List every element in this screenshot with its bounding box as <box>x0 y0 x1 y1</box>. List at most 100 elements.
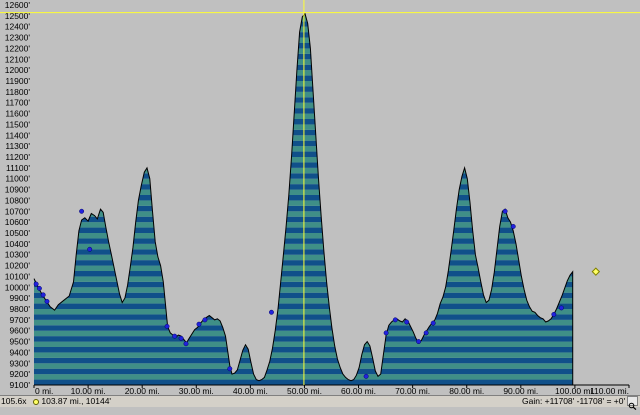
waypoint-marker[interactable] <box>392 317 398 323</box>
y-tick-label: 12200' <box>5 43 31 53</box>
waypoint-marker[interactable] <box>404 319 410 325</box>
waypoint-marker[interactable] <box>363 373 369 379</box>
profile-band <box>34 189 573 195</box>
profile-band <box>34 59 573 65</box>
profile-band <box>34 298 573 304</box>
profile-band <box>34 233 573 239</box>
elevation-profile-window[interactable]: 9100' 9200' 9300' 9400' 9500' 9600' 9700' 9800'… <box>0 0 640 395</box>
x-tick-label: 50.00 mi. <box>287 386 322 395</box>
y-tick-label: 11200' <box>5 152 30 162</box>
profile-band <box>34 21 573 27</box>
waypoint-marker[interactable] <box>510 224 516 229</box>
y-tick-label: 9200' <box>9 369 30 379</box>
profile-band <box>34 167 573 174</box>
profile-band <box>34 102 573 109</box>
y-tick-label: 10000' <box>5 282 31 292</box>
profile-band <box>34 352 573 358</box>
profile-band <box>34 151 573 157</box>
profile-band <box>34 281 573 288</box>
profile-band <box>34 357 573 364</box>
profile-band <box>34 374 573 380</box>
waypoint-marker[interactable] <box>178 335 184 341</box>
waypoint-marker[interactable] <box>551 311 557 317</box>
profile-band <box>34 64 573 71</box>
waypoint-marker[interactable] <box>196 321 202 327</box>
waypoint-marker[interactable] <box>430 320 436 326</box>
profile-band <box>34 97 573 103</box>
waypoint-marker[interactable] <box>79 208 85 214</box>
magnify-icon[interactable] <box>627 396 638 411</box>
y-tick-label: 11800' <box>5 87 30 97</box>
waypoint-marker[interactable] <box>87 246 93 252</box>
y-tick-label: 11000' <box>5 174 30 184</box>
profile-band <box>34 48 573 54</box>
profile-outline <box>33 12 574 386</box>
y-tick-label: 9300' <box>9 358 30 368</box>
x-tick-label: 80.00 mi. <box>449 386 484 395</box>
profile-band <box>34 124 573 130</box>
waypoint-marker[interactable] <box>164 323 170 329</box>
x-tick-label: 60.00 mi. <box>341 386 376 395</box>
cursor-marker-icon <box>33 398 39 405</box>
waypoint-marker[interactable] <box>202 317 208 323</box>
waypoint-marker[interactable] <box>172 333 178 339</box>
waypoint-marker[interactable] <box>183 341 189 347</box>
y-tick-label: 9500' <box>9 337 30 347</box>
profile-band <box>34 86 573 92</box>
profile-band <box>34 303 573 309</box>
profile-band <box>34 254 573 261</box>
waypoint-marker[interactable] <box>44 298 50 304</box>
y-tick-label: 12400' <box>5 22 31 32</box>
waypoint-marker[interactable] <box>383 330 389 336</box>
y-tick-label: 9900' <box>9 293 30 303</box>
waypoint-marker[interactable] <box>416 339 422 345</box>
profile-band <box>34 108 573 114</box>
y-tick-label: 10800' <box>5 195 31 205</box>
profile-band <box>34 211 573 217</box>
profile-band <box>34 37 573 43</box>
profile-band <box>34 205 573 212</box>
waypoint-marker[interactable] <box>558 305 564 311</box>
waypoint-marker[interactable] <box>269 309 274 315</box>
profile-band <box>34 157 573 163</box>
y-tick-label: 10200' <box>5 261 31 271</box>
profile-band <box>34 162 573 168</box>
profile-band <box>34 43 573 49</box>
y-tick-label: 9600' <box>9 326 30 336</box>
profile-band <box>34 330 573 337</box>
elevation-gain: Gain: +11708' -11708' = +0' <box>522 396 626 406</box>
profile-band <box>34 271 573 277</box>
profile-band <box>34 309 573 315</box>
profile-band <box>34 70 573 76</box>
profile-band <box>34 195 573 201</box>
y-tick-label: 12300' <box>5 33 31 43</box>
y-tick-label: 10700' <box>5 206 31 216</box>
x-tick-label: 30.00 mi. <box>179 386 214 395</box>
waypoint-marker[interactable] <box>36 285 42 291</box>
elevation-profile-chart[interactable]: 9100'9200'9300'9400'9500'9600'9700'9800'… <box>0 0 640 395</box>
y-tick-label: 10400' <box>5 239 31 249</box>
waypoint-marker[interactable] <box>227 366 233 372</box>
profile-band <box>34 178 573 185</box>
profile-band <box>34 173 573 179</box>
profile-band <box>34 363 573 369</box>
y-tick-label: 11500' <box>5 119 30 129</box>
profile-band <box>34 227 573 233</box>
profile-band <box>34 184 573 190</box>
profile-band <box>34 243 573 250</box>
profile-band <box>34 135 573 141</box>
profile-band <box>34 146 573 152</box>
waypoint-marker[interactable] <box>502 208 508 214</box>
cursor-position-text: 103.87 mi., 10144' <box>41 396 112 406</box>
cursor-marker[interactable] <box>591 267 601 276</box>
x-tick-label: 0 mi. <box>35 386 53 395</box>
x-tick-label: 100.00 mi. <box>555 386 595 395</box>
waypoint-marker[interactable] <box>423 330 429 336</box>
profile-band <box>34 53 573 60</box>
profile-band <box>34 32 573 38</box>
waypoint-marker[interactable] <box>40 292 46 298</box>
x-tick-label: 40.00 mi. <box>233 386 268 395</box>
cursor-position: 103.87 mi., 10144' <box>33 396 111 407</box>
y-tick-label: 12600' <box>5 0 31 10</box>
waypoint-marker[interactable] <box>33 281 39 287</box>
